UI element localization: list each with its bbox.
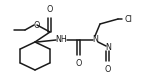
Text: Cl: Cl [125, 14, 133, 23]
Text: O: O [47, 5, 53, 14]
Text: N: N [105, 43, 111, 52]
Text: NH: NH [55, 35, 67, 44]
Text: N: N [92, 35, 98, 44]
Text: O: O [76, 59, 82, 68]
Text: O: O [34, 20, 40, 29]
Text: O: O [105, 65, 111, 74]
